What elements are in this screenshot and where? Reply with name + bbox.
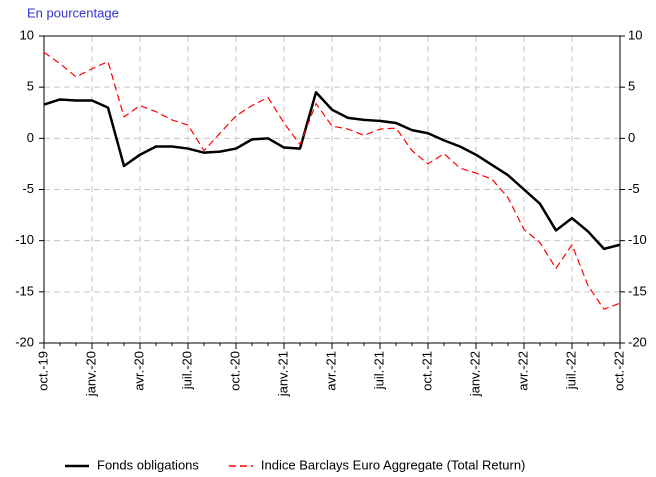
series-line — [43, 51, 621, 310]
y2-tick-label: 0 — [628, 130, 635, 145]
x-tick-label: avr.-20 — [131, 351, 146, 391]
y2-tick-label: 5 — [628, 79, 635, 94]
y2-tick-label: -20 — [628, 334, 647, 349]
y-tick-label: 0 — [27, 130, 34, 145]
x-tick-label: oct.-22 — [611, 351, 626, 391]
series-line — [43, 91, 621, 251]
y2-tick-label: -15 — [628, 283, 647, 298]
y2-tick-label: 10 — [628, 27, 642, 42]
x-tick-label: janv.-20 — [83, 351, 98, 397]
legend-label: Indice Barclays Euro Aggregate (Total Re… — [261, 457, 525, 472]
plot-frame — [43, 35, 621, 344]
x-tick-label: juil.-21 — [371, 351, 386, 390]
y-tick-label: -15 — [15, 283, 34, 298]
x-tick-label: oct.-21 — [419, 351, 434, 391]
x-tick-label: avr.-22 — [515, 351, 530, 391]
x-tick-label: avr.-21 — [323, 351, 338, 391]
x-tick-label: janv.-21 — [275, 351, 290, 397]
legend-label: Fonds obligations — [97, 457, 199, 472]
x-tick-label: oct.-20 — [227, 351, 242, 391]
x-tick-label: juil.-22 — [563, 351, 578, 390]
chart-subtitle: En pourcentage — [27, 5, 119, 20]
y-tick-label: 5 — [27, 79, 34, 94]
y-tick-label: -10 — [15, 232, 34, 247]
y-tick-label: 10 — [20, 27, 34, 42]
x-tick-label: janv.-22 — [467, 351, 482, 397]
x-tick-label: oct.-19 — [35, 351, 50, 391]
y2-tick-label: -5 — [628, 181, 640, 196]
y-tick-label: -5 — [22, 181, 34, 196]
x-tick-label: juil.-20 — [179, 351, 194, 390]
y2-tick-label: -10 — [628, 232, 647, 247]
y-tick-label: -20 — [15, 334, 34, 349]
